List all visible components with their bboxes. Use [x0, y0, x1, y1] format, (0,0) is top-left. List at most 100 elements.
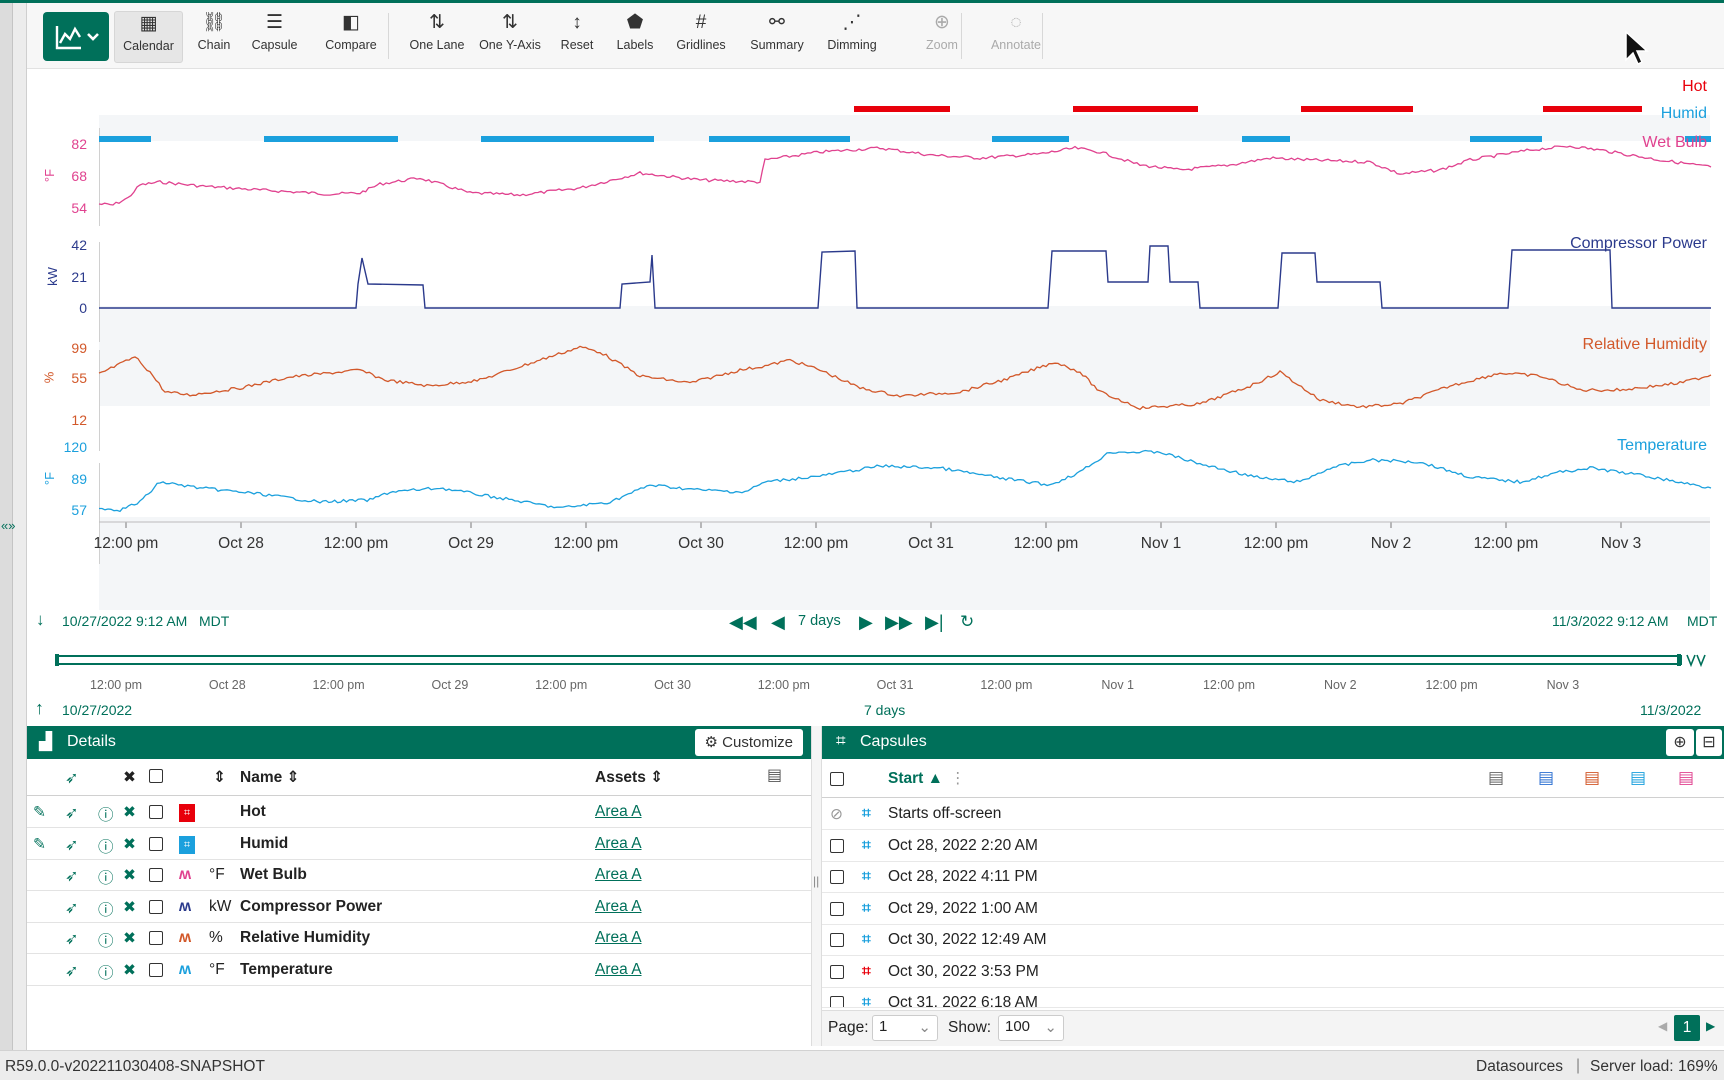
details-row[interactable]: ➶ ⓘ ✖ ʍ kW Compressor Power Area A	[27, 892, 811, 923]
tool-calendar[interactable]: ▦ Calendar	[114, 11, 183, 63]
row-checkbox[interactable]	[149, 899, 163, 919]
row-checkbox[interactable]	[830, 870, 844, 889]
col-assets[interactable]: Assets ⇕	[595, 769, 664, 786]
left-collapse-bar[interactable]: «»	[0, 3, 27, 1050]
investigate-range-slider[interactable]	[55, 653, 1711, 667]
investigate-start[interactable]: 10/27/2022	[62, 702, 133, 718]
capsule-row[interactable]: ⊘ ⌗ Starts off-screen	[822, 799, 1724, 830]
add-capsule-column-icon[interactable]: ▤	[1584, 768, 1601, 787]
rocket-icon[interactable]: ➶	[65, 962, 79, 980]
tool-capsule[interactable]: ☰ Capsule	[240, 11, 309, 63]
next-page-icon[interactable]: ▶	[1706, 1019, 1716, 1033]
select-all-checkbox[interactable]	[149, 769, 163, 788]
tool-one-lane[interactable]: ⇅ One Lane	[397, 11, 477, 63]
capsule-row[interactable]: ⌗ Oct 29, 2022 1:00 AM	[822, 894, 1724, 925]
item-name[interactable]: Hot	[240, 803, 266, 820]
rocket-icon[interactable]: ➶	[65, 868, 79, 885]
display-end[interactable]: 11/3/2022 9:12 AM	[1552, 613, 1669, 629]
add-column-icon[interactable]: ▤	[1488, 768, 1505, 787]
asset-link[interactable]: Area A	[595, 803, 642, 820]
capsule-row[interactable]: ⌗ Oct 30, 2022 3:53 PM	[822, 957, 1724, 988]
tool-labels[interactable]: ⬟ Labels	[607, 11, 663, 63]
refresh-icon[interactable]: ↻	[960, 612, 975, 631]
info-icon[interactable]: ⓘ	[98, 807, 114, 824]
info-icon[interactable]: ⓘ	[98, 838, 114, 856]
info-icon[interactable]: ⓘ	[98, 933, 114, 950]
remove-icon[interactable]: ✖	[123, 898, 136, 916]
rocket-icon[interactable]: ➶	[65, 931, 79, 948]
info-icon[interactable]: ⓘ	[98, 901, 114, 919]
col-name[interactable]: Name ⇕	[240, 769, 300, 786]
add-capsule-column-icon[interactable]: ▤	[1630, 768, 1647, 787]
rocket-icon[interactable]: ➶	[65, 770, 79, 787]
rocket-icon[interactable]: ➶	[65, 805, 79, 822]
down-arrow-icon[interactable]: ↓	[36, 610, 45, 629]
remove-icon[interactable]: ✖	[123, 930, 136, 947]
row-checkbox[interactable]	[149, 962, 163, 982]
details-row[interactable]: ✎ ➶ ⓘ ✖ ⌗ Humid Area A	[27, 829, 811, 860]
capsule-row[interactable]: ⌗ Oct 31, 2022 6:18 AM	[822, 988, 1724, 1008]
tool-chain[interactable]: ⛓ Chain	[188, 11, 240, 63]
item-name[interactable]: Relative Humidity	[240, 929, 371, 946]
row-checkbox[interactable]	[830, 901, 844, 921]
jump-to-now-icon[interactable]: ▶|	[925, 612, 944, 632]
details-row[interactable]: ✎ ➶ ⓘ ✖ ⌗ Hot Area A	[27, 797, 811, 828]
column-options-icon[interactable]: ⋮	[950, 770, 966, 787]
select-all-capsules-checkbox[interactable]	[830, 772, 844, 791]
remove-all-icon[interactable]: ✖	[123, 769, 136, 786]
prev-page-icon[interactable]: ◀	[1658, 1019, 1668, 1033]
capsule-row[interactable]: ⌗ Oct 28, 2022 4:11 PM	[822, 862, 1724, 893]
capsule-row[interactable]: ⌗ Oct 30, 2022 12:49 AM	[822, 925, 1724, 956]
page-select[interactable]: 1 ⌄	[872, 1015, 938, 1041]
display-start[interactable]: 10/27/2022 9:12 AM	[62, 613, 188, 629]
view-selector-button[interactable]	[43, 12, 109, 61]
show-select[interactable]: 100 ⌄	[998, 1015, 1064, 1041]
asset-link[interactable]: Area A	[595, 897, 642, 915]
tool-reset[interactable]: ↕ Reset	[551, 11, 603, 63]
display-duration[interactable]: 7 days	[798, 613, 841, 629]
panel-splitter[interactable]: ||	[811, 726, 822, 1046]
details-row[interactable]: ➶ ⓘ ✖ ʍ °F Wet Bulb Area A	[27, 860, 811, 891]
investigate-end[interactable]: 11/3/2022	[1640, 702, 1702, 718]
remove-icon[interactable]: ✖	[123, 804, 136, 821]
asset-link[interactable]: Area A	[595, 929, 642, 946]
step-forward-full-icon[interactable]: ▶▶	[885, 612, 913, 632]
col-start[interactable]: Start ▲	[888, 770, 943, 787]
row-checkbox[interactable]	[149, 836, 163, 856]
asset-link[interactable]: Area A	[595, 866, 642, 883]
sort-icon[interactable]: ⇕	[213, 769, 226, 786]
row-checkbox[interactable]	[830, 933, 844, 952]
trend-chart[interactable]: Hot Humid Wet Bulb 82 68 54 °F Compressor Power…	[27, 70, 1724, 640]
info-icon[interactable]: ⓘ	[98, 870, 114, 887]
tool-gridlines[interactable]: # Gridlines	[664, 11, 738, 63]
customize-button[interactable]: ⚙ Customize	[694, 729, 803, 756]
pencil-icon[interactable]: ✎	[33, 835, 46, 853]
tool-one-y-axis[interactable]: ⇅ One Y-Axis	[473, 11, 547, 63]
remove-icon[interactable]: ✖	[123, 835, 136, 853]
item-name[interactable]: Compressor Power	[240, 897, 383, 915]
capsule-row[interactable]: ⌗ Oct 28, 2022 2:20 AM	[822, 831, 1724, 862]
tool-compare[interactable]: ◧ Compare	[311, 11, 391, 63]
add-capsule-column-icon[interactable]: ▤	[1538, 768, 1555, 787]
row-checkbox[interactable]	[830, 964, 844, 984]
tool-summary[interactable]: ⚯ Summary	[738, 11, 816, 63]
add-column-icon[interactable]: ▤	[767, 767, 783, 784]
step-back-icon[interactable]: ◀	[771, 612, 785, 632]
row-checkbox[interactable]	[149, 868, 163, 887]
expand-collapse-icon[interactable]: «»	[1, 518, 16, 533]
step-forward-icon[interactable]: ▶	[859, 612, 873, 632]
asset-link[interactable]: Area A	[595, 834, 642, 852]
remove-icon[interactable]: ✖	[123, 867, 136, 884]
row-checkbox[interactable]	[149, 805, 163, 824]
datasources-link[interactable]: Datasources	[1476, 1058, 1564, 1075]
pencil-icon[interactable]: ✎	[33, 804, 46, 821]
up-arrow-icon[interactable]: ↑	[35, 698, 44, 718]
row-checkbox[interactable]	[830, 996, 844, 1007]
row-checkbox[interactable]	[149, 931, 163, 950]
collapse-icon[interactable]: ⊟	[1696, 729, 1722, 756]
remove-icon[interactable]: ✖	[123, 961, 136, 979]
details-row[interactable]: ➶ ⓘ ✖ ʍ °F Temperature Area A	[27, 955, 811, 986]
row-checkbox[interactable]	[830, 838, 844, 858]
item-name[interactable]: Wet Bulb	[240, 866, 307, 883]
asset-link[interactable]: Area A	[595, 960, 642, 978]
